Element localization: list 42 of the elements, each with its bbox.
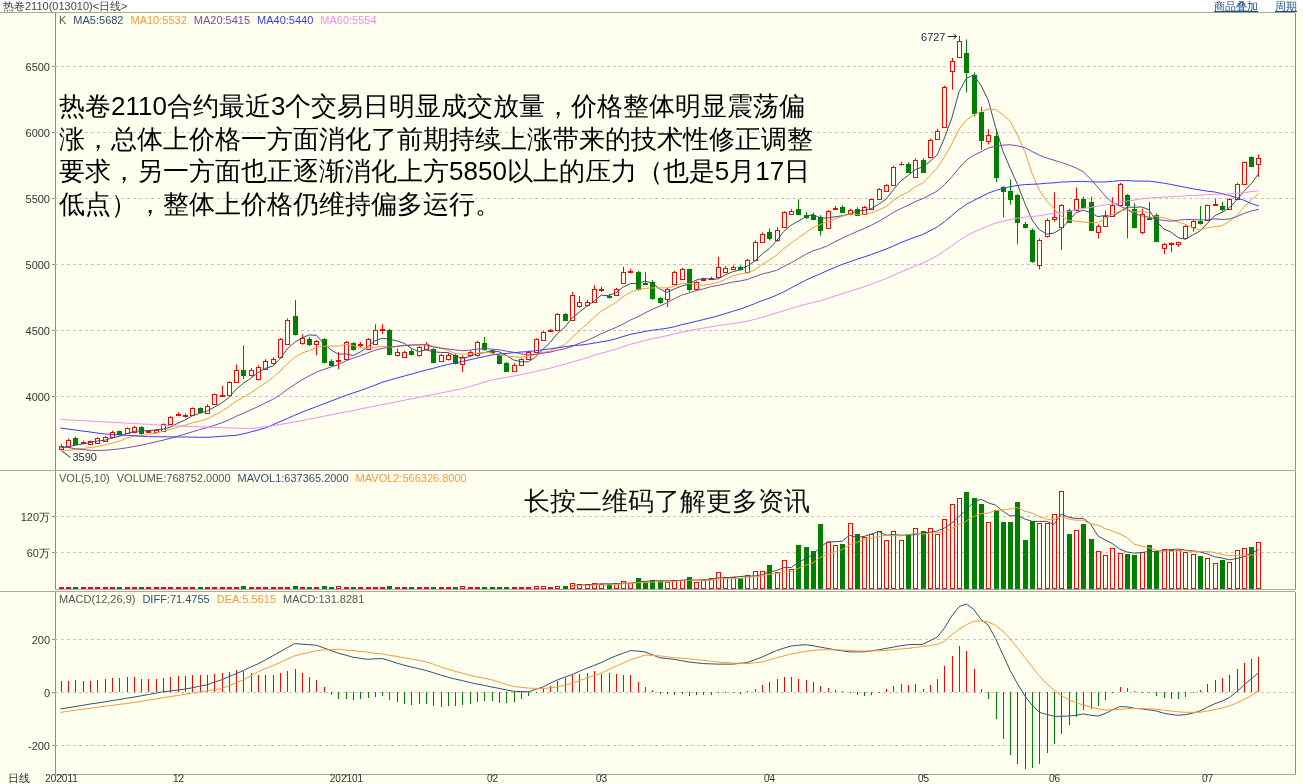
x-tick-label: 12 <box>172 773 185 784</box>
text: MA60:5554 <box>320 14 377 26</box>
text: DIFF:71.4755 <box>142 593 210 605</box>
text: MA20:5415 <box>193 14 251 26</box>
x-tick-label: 04 <box>763 773 776 784</box>
chart-title: VOL(5,10) <box>59 472 110 484</box>
y-tick-label: -200 <box>27 739 50 752</box>
x-tick-label: 06 <box>1048 773 1061 784</box>
annotation: MACD:131.8281 <box>283 593 365 605</box>
y-tick-label: 120万 <box>20 510 50 523</box>
text: MA10:5532 <box>130 14 187 26</box>
annotation: 长按二维码了解更多资讯 <box>524 486 810 516</box>
x-tick-label: 202101 <box>329 773 364 784</box>
annotation: VOLUME:768752.0000 <box>116 472 231 484</box>
text: DEA:5.5615 <box>216 593 277 605</box>
text: MA5:5682 <box>73 14 124 26</box>
x-tick-label: 05 <box>917 773 930 784</box>
annotation: 热卷2110合约最近3个交易日明显成交放量，价格整体明显震荡偏涨，总体上价格一方面消化了前期持续上涨带来的技术性修正调整要求，另一方面也正逐渐消化上方5850以上的压力（也是5月17日低点），整体上价格仍维持偏多运行。 <box>59 90 814 220</box>
y-tick-label: 0 <box>43 686 50 699</box>
x-tick-label: 07 <box>1201 773 1214 784</box>
x-tick-label: 02 <box>486 773 499 784</box>
y-tick-label: 200 <box>31 633 50 646</box>
x-tick-label: 202011 <box>45 773 79 784</box>
text: 周期 <box>1275 0 1297 12</box>
y-tick-label: 5500 <box>25 192 50 205</box>
text: MAVOL1:637365.2000 <box>237 472 349 484</box>
annotation: 3590 <box>72 451 97 464</box>
chart-title: MACD(12,26,9) <box>59 593 136 605</box>
annotation: K <box>59 14 67 26</box>
y-tick-label: 60万 <box>26 546 50 559</box>
text: 商品叠加 <box>1214 0 1258 12</box>
y-tick-label: 6500 <box>25 60 50 73</box>
text: MAVOL2:566326.8000 <box>355 472 467 484</box>
text: 日线 <box>8 772 30 784</box>
y-tick-label: 6000 <box>25 126 50 139</box>
annotation: 6727 <box>921 30 946 43</box>
chart-title: 热卷2110(013010)<日线> <box>3 0 128 12</box>
y-tick-label: 4000 <box>25 390 50 403</box>
x-tick-label: 03 <box>595 773 608 784</box>
y-tick-label: 4500 <box>25 324 50 337</box>
text: MA40:5440 <box>257 14 314 26</box>
y-tick-label: 5000 <box>25 258 50 271</box>
